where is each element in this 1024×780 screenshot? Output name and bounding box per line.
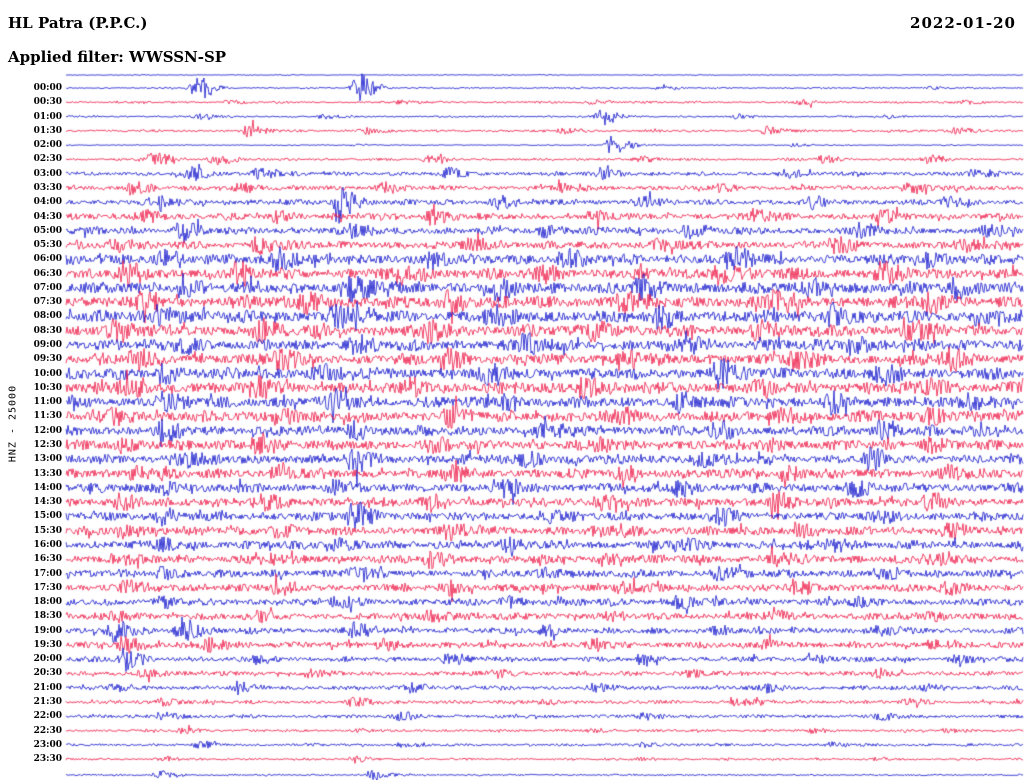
trace-time-label: 06:00 xyxy=(33,254,62,265)
trace-time-label: 13:30 xyxy=(33,468,62,479)
trace-time-label: 20:30 xyxy=(33,668,62,679)
date-label: 2022-01-20 xyxy=(910,14,1016,32)
trace-time-label: 08:30 xyxy=(33,325,62,336)
trace-time-label: 14:30 xyxy=(33,497,62,508)
station-title: HL Patra (P.P.C.) xyxy=(8,14,148,32)
trace-time-label: 19:30 xyxy=(33,639,62,650)
time-label-column: 00:00 00:30 01:00 01:30 02:00 02:30 03:00 03:30… xyxy=(24,0,64,780)
trace-time-label: 03:30 xyxy=(33,182,62,193)
trace-time-label: 18:00 xyxy=(33,597,62,608)
trace-time-label: 07:00 xyxy=(33,282,62,293)
trace-time-label: 12:30 xyxy=(33,440,62,450)
trace-time-label: 13:00 xyxy=(33,454,62,465)
trace-time-label: 01:30 xyxy=(33,125,62,136)
trace-time-label: 10:00 xyxy=(33,368,62,379)
trace-time-label: 07:30 xyxy=(33,297,62,308)
trace-time-label: 15:30 xyxy=(33,525,62,536)
trace-time-label: 02:30 xyxy=(33,154,62,165)
trace-time-label: 04:30 xyxy=(33,211,62,222)
channel-scale-label: HNZ - 25000 xyxy=(7,384,19,463)
trace-time-label: 23:00 xyxy=(33,739,62,750)
trace-time-label: 16:30 xyxy=(33,554,62,565)
trace-time-label: 05:00 xyxy=(33,225,62,236)
trace-time-label: 23:30 xyxy=(33,754,62,765)
trace-time-label: 09:00 xyxy=(33,340,62,351)
trace-time-label: 04:00 xyxy=(33,197,62,208)
trace-time-label: 12:00 xyxy=(33,425,62,436)
trace-time-label: 02:00 xyxy=(33,140,62,151)
trace-time-label: 14:00 xyxy=(33,482,62,493)
trace-time-label: 21:00 xyxy=(33,682,62,693)
trace-time-label: 22:30 xyxy=(33,725,62,736)
trace-time-label: 20:00 xyxy=(33,654,62,665)
trace-time-label: 15:00 xyxy=(33,511,62,522)
trace-time-label: 06:30 xyxy=(33,268,62,279)
trace-time-label: 16:00 xyxy=(33,539,62,550)
trace-time-label: 21:30 xyxy=(33,697,62,708)
trace-time-label: 09:30 xyxy=(33,354,62,365)
filter-label: Applied filter: WWSSN-SP xyxy=(8,48,227,66)
trace-time-label: 11:30 xyxy=(33,411,62,422)
trace-time-label: 22:00 xyxy=(33,711,62,722)
trace-time-label: 19:00 xyxy=(33,625,62,636)
trace-time-label: 00:00 xyxy=(33,83,62,93)
trace-time-label: 05:30 xyxy=(33,240,62,251)
trace-time-label: 18:30 xyxy=(33,611,62,622)
trace-time-label: 17:00 xyxy=(33,568,62,579)
trace-time-label: 03:00 xyxy=(33,168,62,179)
trace-time-label: 17:30 xyxy=(33,582,62,593)
trace-time-label: 00:30 xyxy=(33,97,62,108)
trace-time-label: 10:30 xyxy=(33,382,62,393)
trace-time-label: 08:00 xyxy=(33,311,62,322)
trace-time-label: 01:00 xyxy=(33,111,62,122)
trace-time-label: 11:00 xyxy=(33,397,62,408)
